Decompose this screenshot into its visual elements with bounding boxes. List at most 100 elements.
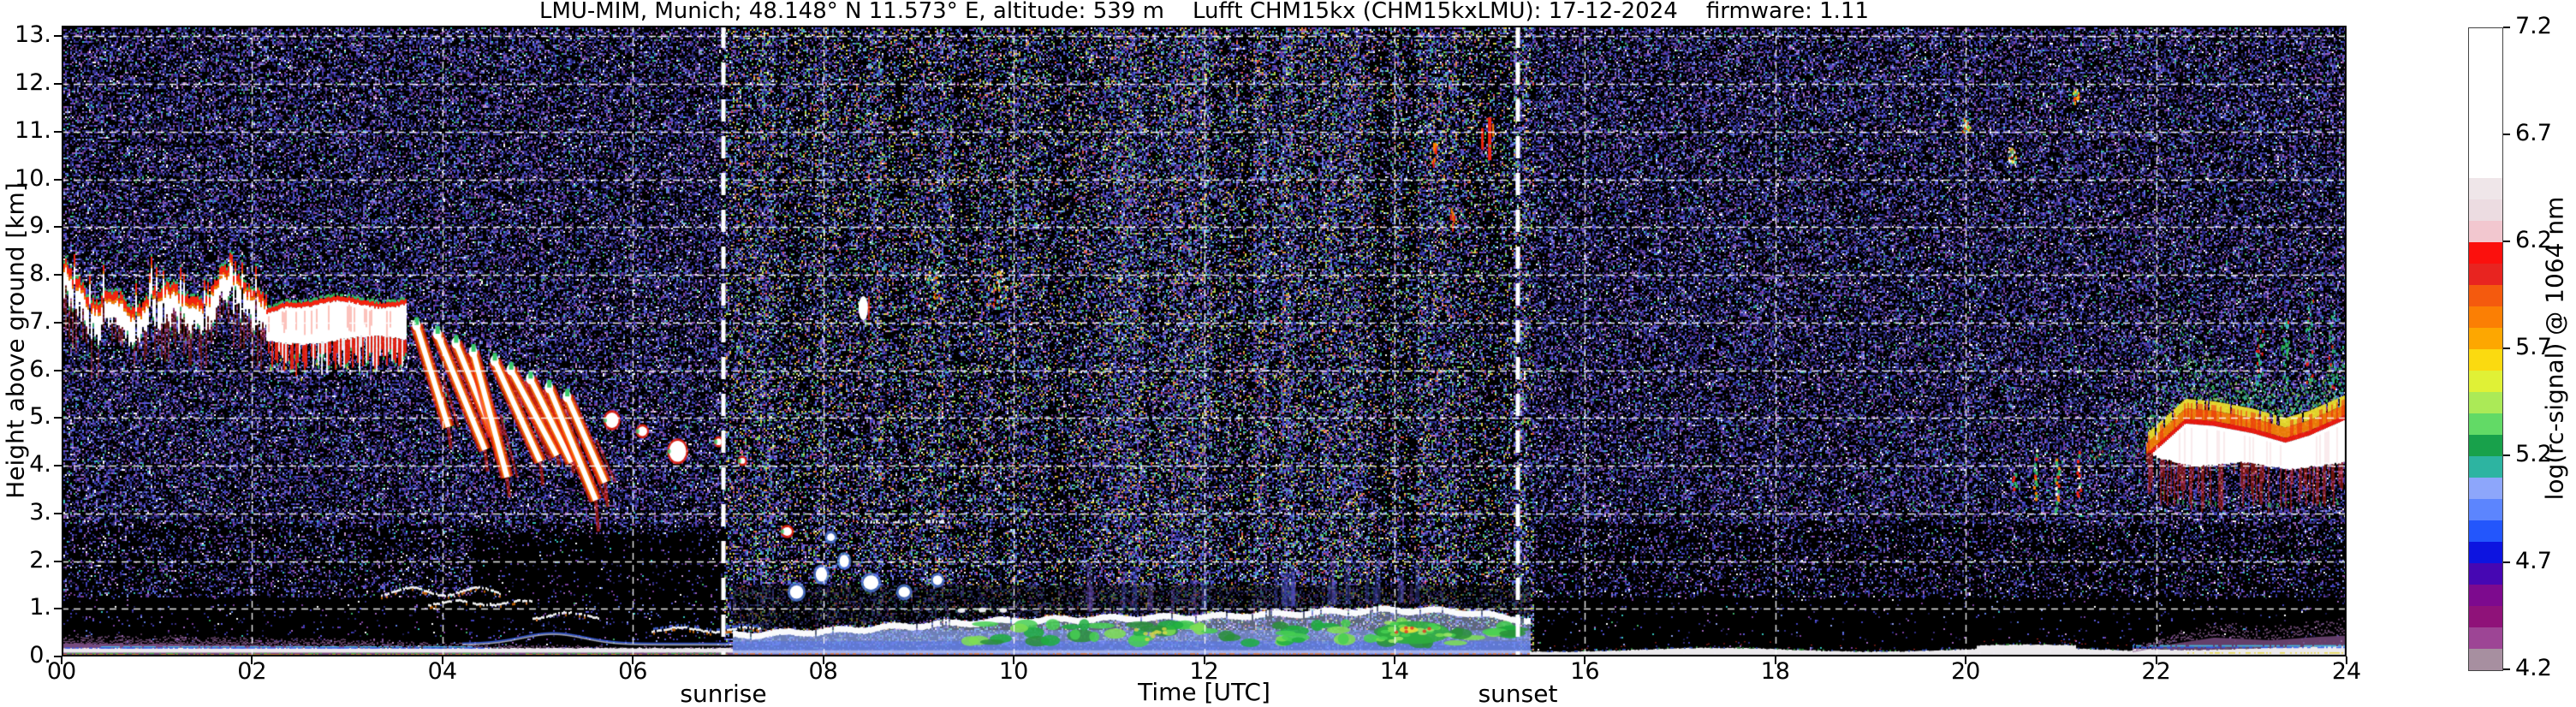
colorbar-segment xyxy=(2469,456,2502,478)
x-tick-mark xyxy=(1774,656,1776,664)
x-tick-mark xyxy=(2346,656,2347,664)
y-tick-label: 4. xyxy=(29,451,51,478)
colorbar-segment xyxy=(2469,349,2502,371)
x-tick-label: 14 xyxy=(1379,658,1410,685)
x-tick-mark xyxy=(1013,656,1015,664)
colorbar-tick-label: 6.7 xyxy=(2515,120,2552,146)
colorbar-tick-mark xyxy=(2503,241,2510,242)
x-tick-label: 18 xyxy=(1760,658,1790,685)
colorbar-segment xyxy=(2469,114,2502,135)
y-tick-mark xyxy=(54,465,62,466)
y-tick-label: 5. xyxy=(29,403,51,431)
x-tick-label: 20 xyxy=(1950,658,1981,685)
colorbar-tick-mark xyxy=(2503,561,2510,563)
x-tick-mark xyxy=(822,656,824,664)
x-tick-mark xyxy=(1965,656,1967,664)
colorbar-segment xyxy=(2469,649,2502,670)
colorbar-segment xyxy=(2469,264,2502,285)
y-tick-label: 11. xyxy=(15,116,51,144)
colorbar-segment xyxy=(2469,435,2502,456)
y-tick-mark xyxy=(54,274,62,276)
y-tick-mark xyxy=(54,321,62,324)
colorbar-segment xyxy=(2469,606,2502,627)
colorbar-segment xyxy=(2469,157,2502,178)
x-tick-label: 16 xyxy=(1570,658,1600,685)
y-tick-mark xyxy=(54,608,62,610)
y-tick-mark xyxy=(54,226,62,229)
colorbar-tick-mark xyxy=(2503,27,2510,28)
y-tick-mark xyxy=(54,178,62,181)
y-tick-label: 2. xyxy=(29,546,51,573)
colorbar-segment xyxy=(2469,478,2502,499)
x-tick-mark xyxy=(1393,656,1395,664)
x-tick-mark xyxy=(632,656,634,664)
x-tick-label: 10 xyxy=(998,658,1029,685)
y-tick-label: 9. xyxy=(29,212,51,240)
y-tick-label: 1. xyxy=(29,594,51,621)
colorbar-segment xyxy=(2469,371,2502,392)
colorbar-segment xyxy=(2469,221,2502,242)
colorbar-segment xyxy=(2469,50,2502,71)
colorbar-segment xyxy=(2469,135,2502,157)
colorbar-tick-mark xyxy=(2503,348,2510,349)
colorbar-segment xyxy=(2469,28,2502,50)
y-tick-mark xyxy=(54,130,62,133)
colorbar-tick-label: 5.7 xyxy=(2515,334,2552,360)
colorbar-segment xyxy=(2469,306,2502,328)
x-tick-mark xyxy=(61,656,62,664)
x-tick-label: 06 xyxy=(618,658,648,685)
y-tick-label: 7. xyxy=(29,307,51,335)
x-tick-label: 08 xyxy=(808,658,838,685)
colorbar-tick-mark xyxy=(2503,134,2510,135)
colorbar-tick-mark xyxy=(2503,668,2510,670)
y-tick-label: 8. xyxy=(29,260,51,287)
x-tick-mark xyxy=(2155,656,2157,664)
colorbar-tick-label: 4.2 xyxy=(2515,655,2552,681)
y-tick-mark xyxy=(54,417,62,419)
y-tick-mark xyxy=(54,560,62,562)
y-tick-label: 13. xyxy=(15,21,51,49)
y-tick-mark xyxy=(54,369,62,371)
x-tick-mark xyxy=(1203,656,1205,664)
colorbar-tick-mark xyxy=(2503,454,2510,456)
colorbar-segment xyxy=(2469,92,2502,114)
colorbar-segment xyxy=(2469,563,2502,585)
colorbar-segment xyxy=(2469,392,2502,413)
heatmap-canvas xyxy=(62,26,2347,656)
colorbar-segment xyxy=(2469,199,2502,221)
colorbar xyxy=(2468,27,2503,671)
x-tick-mark xyxy=(1584,656,1586,664)
colorbar-segment xyxy=(2469,328,2502,349)
x-tick-label: 22 xyxy=(2141,658,2171,685)
x-tick-label: 00 xyxy=(46,658,77,685)
x-tick-label: 24 xyxy=(2331,658,2362,685)
colorbar-segment xyxy=(2469,627,2502,649)
y-tick-label: 0. xyxy=(29,642,51,668)
x-axis-label: Time [UTC] xyxy=(1138,678,1270,706)
colorbar-segment xyxy=(2469,585,2502,606)
colorbar-segment xyxy=(2469,413,2502,435)
y-tick-label: 12. xyxy=(15,69,51,96)
x-tick-label: 04 xyxy=(427,658,457,685)
sunset-annotation: sunset xyxy=(1478,680,1558,707)
sunrise-annotation: sunrise xyxy=(680,680,767,707)
x-tick-mark xyxy=(251,656,253,664)
colorbar-tick-label: 5.2 xyxy=(2515,441,2552,467)
colorbar-tick-label: 6.2 xyxy=(2515,227,2552,253)
y-tick-mark xyxy=(54,656,62,657)
y-tick-label: 10. xyxy=(15,164,51,192)
y-tick-mark xyxy=(54,83,62,85)
colorbar-segment xyxy=(2469,542,2502,563)
colorbar-tick-label: 7.2 xyxy=(2515,13,2552,39)
colorbar-segment xyxy=(2469,520,2502,542)
y-tick-label: 6. xyxy=(29,355,51,383)
colorbar-segment xyxy=(2469,285,2502,306)
colorbar-segment xyxy=(2469,178,2502,199)
colorbar-tick-label: 4.7 xyxy=(2515,548,2552,574)
chart-title: LMU-MIM, Munich; 48.148° N 11.573° E, al… xyxy=(538,0,1870,24)
colorbar-segment xyxy=(2469,242,2502,264)
x-tick-label: 02 xyxy=(237,658,267,685)
y-tick-mark xyxy=(54,512,62,514)
y-tick-mark xyxy=(54,35,62,38)
